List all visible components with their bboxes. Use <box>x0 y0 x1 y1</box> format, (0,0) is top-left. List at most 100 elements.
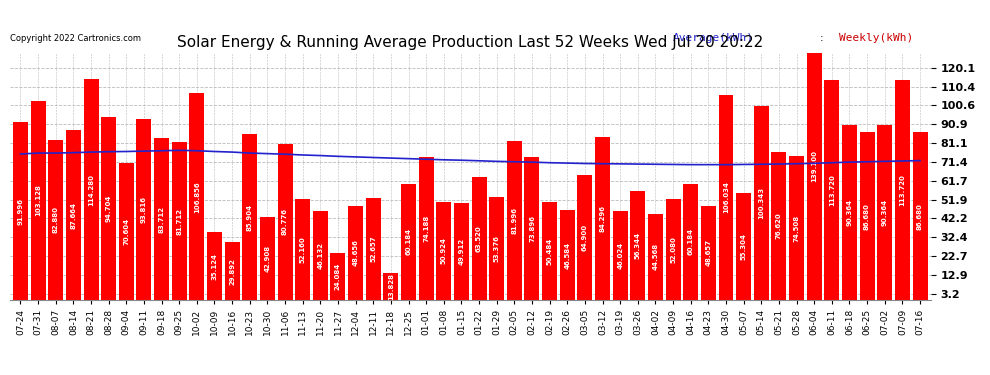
Bar <box>101 117 116 300</box>
Text: 64.900: 64.900 <box>582 224 588 251</box>
Bar <box>137 118 151 300</box>
Text: 73.896: 73.896 <box>529 215 535 242</box>
Text: 50.924: 50.924 <box>441 237 446 264</box>
Text: 113.720: 113.720 <box>899 174 906 206</box>
Text: 24.084: 24.084 <box>335 263 341 290</box>
Text: 74.188: 74.188 <box>423 214 429 242</box>
Bar <box>559 210 575 300</box>
Text: 87.664: 87.664 <box>70 202 76 229</box>
Bar <box>295 199 310 300</box>
Bar <box>825 80 840 300</box>
Text: 139.100: 139.100 <box>811 150 817 182</box>
Text: :: : <box>820 33 828 43</box>
Text: 100.343: 100.343 <box>758 187 764 219</box>
Text: 29.892: 29.892 <box>229 258 236 285</box>
Text: 63.520: 63.520 <box>476 225 482 252</box>
Bar <box>543 202 557 300</box>
Text: 83.712: 83.712 <box>158 206 164 232</box>
Text: 74.508: 74.508 <box>794 214 800 242</box>
Bar <box>277 144 293 300</box>
Text: 46.024: 46.024 <box>617 242 623 269</box>
Bar <box>701 206 716 300</box>
Text: 52.080: 52.080 <box>670 236 676 263</box>
Text: 35.124: 35.124 <box>212 252 218 279</box>
Text: 90.364: 90.364 <box>882 199 888 226</box>
Title: Solar Energy & Running Average Production Last 52 Weeks Wed Jul 20 20:22: Solar Energy & Running Average Productio… <box>177 35 763 50</box>
Bar <box>401 184 416 300</box>
Text: 91.996: 91.996 <box>18 198 24 225</box>
Text: 53.376: 53.376 <box>494 235 500 262</box>
Bar <box>348 206 363 300</box>
Text: 76.620: 76.620 <box>776 213 782 239</box>
Bar <box>719 95 734 300</box>
Text: 86.680: 86.680 <box>864 203 870 229</box>
Text: 93.816: 93.816 <box>141 196 147 223</box>
Text: 52.657: 52.657 <box>370 236 376 262</box>
Bar <box>683 184 698 300</box>
Bar <box>437 201 451 300</box>
Text: 55.304: 55.304 <box>741 233 746 260</box>
Bar <box>913 132 928 300</box>
Bar <box>859 132 874 300</box>
Text: 49.912: 49.912 <box>458 238 464 265</box>
Bar <box>842 125 857 300</box>
Bar <box>895 80 910 300</box>
Text: 48.657: 48.657 <box>705 240 712 267</box>
Text: 103.128: 103.128 <box>35 184 42 216</box>
Text: 56.344: 56.344 <box>635 232 641 259</box>
Text: 60.184: 60.184 <box>406 228 412 255</box>
Bar <box>877 125 892 300</box>
Bar <box>207 232 222 300</box>
Bar <box>454 204 469 300</box>
Bar <box>595 137 610 300</box>
Text: 80.776: 80.776 <box>282 209 288 236</box>
Bar <box>189 93 204 300</box>
Bar <box>489 197 504 300</box>
Text: 50.484: 50.484 <box>546 238 552 265</box>
Bar <box>771 152 786 300</box>
Text: Copyright 2022 Cartronics.com: Copyright 2022 Cartronics.com <box>10 34 141 43</box>
Bar <box>243 134 257 300</box>
Bar <box>13 122 28 300</box>
Text: 70.604: 70.604 <box>124 218 130 245</box>
Text: 13.828: 13.828 <box>388 273 394 300</box>
Text: 48.656: 48.656 <box>352 240 358 266</box>
Bar <box>66 130 81 300</box>
Bar <box>613 211 628 300</box>
Bar <box>383 273 398 300</box>
Bar <box>789 156 804 300</box>
Text: 81.712: 81.712 <box>176 207 182 234</box>
Text: 94.704: 94.704 <box>106 195 112 222</box>
Bar <box>807 31 822 300</box>
Text: 84.296: 84.296 <box>600 205 606 232</box>
Bar <box>225 242 240 300</box>
Bar <box>507 141 522 300</box>
Text: 60.184: 60.184 <box>688 228 694 255</box>
Bar <box>737 193 751 300</box>
Bar <box>49 140 63 300</box>
Bar <box>471 177 486 300</box>
Bar <box>171 142 187 300</box>
Text: 106.034: 106.034 <box>723 182 729 213</box>
Bar <box>753 106 769 300</box>
Bar <box>154 138 169 300</box>
Bar <box>331 254 346 300</box>
Bar <box>665 199 680 300</box>
Text: 46.132: 46.132 <box>318 242 324 269</box>
Bar <box>313 211 328 300</box>
Text: 46.584: 46.584 <box>564 242 570 268</box>
Bar <box>260 217 275 300</box>
Text: 90.364: 90.364 <box>846 199 852 226</box>
Bar <box>577 174 592 300</box>
Text: 81.996: 81.996 <box>512 207 518 234</box>
Text: 113.720: 113.720 <box>829 174 835 206</box>
Text: 86.680: 86.680 <box>917 203 923 229</box>
Bar <box>365 198 381 300</box>
Bar <box>647 214 663 300</box>
Text: Weekly(kWh): Weekly(kWh) <box>839 33 913 43</box>
Bar <box>119 164 134 300</box>
Text: 52.160: 52.160 <box>300 236 306 263</box>
Text: Average(kWh): Average(kWh) <box>673 33 753 43</box>
Text: 85.904: 85.904 <box>247 203 252 231</box>
Text: 106.856: 106.856 <box>194 181 200 213</box>
